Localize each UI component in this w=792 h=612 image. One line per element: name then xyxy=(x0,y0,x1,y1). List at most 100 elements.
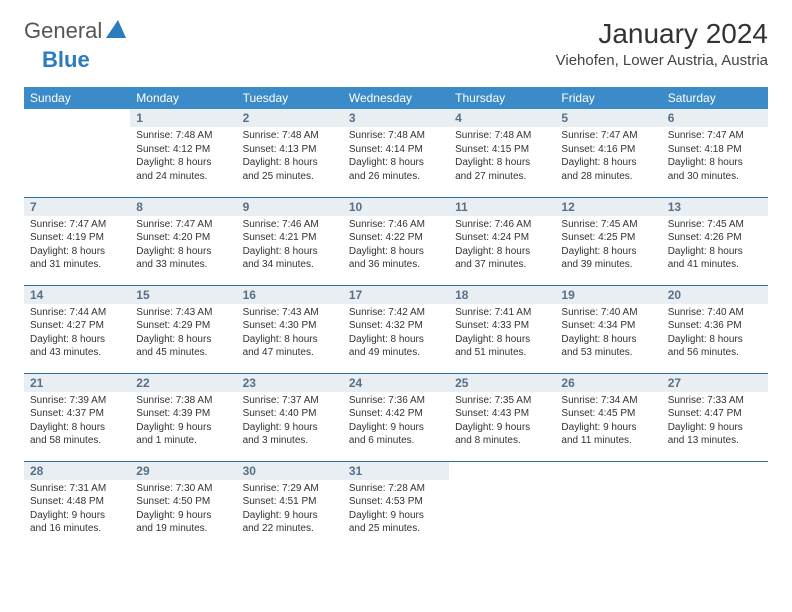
sunrise-text: Sunrise: 7:45 AM xyxy=(561,218,655,232)
sunrise-text: Sunrise: 7:28 AM xyxy=(349,482,443,496)
day-details: Sunrise: 7:43 AMSunset: 4:30 PMDaylight:… xyxy=(243,306,337,360)
day-details: Sunrise: 7:36 AMSunset: 4:42 PMDaylight:… xyxy=(349,394,443,448)
sunrise-text: Sunrise: 7:34 AM xyxy=(561,394,655,408)
sunrise-text: Sunrise: 7:47 AM xyxy=(668,129,762,143)
sunset-text: Sunset: 4:26 PM xyxy=(668,231,762,245)
day-details: Sunrise: 7:40 AMSunset: 4:36 PMDaylight:… xyxy=(668,306,762,360)
day-details: Sunrise: 7:47 AMSunset: 4:16 PMDaylight:… xyxy=(561,129,655,183)
daylight-text: Daylight: 9 hours and 22 minutes. xyxy=(243,509,337,536)
sunset-text: Sunset: 4:21 PM xyxy=(243,231,337,245)
weekday-header: Wednesday xyxy=(343,87,449,109)
day-number: 16 xyxy=(237,286,343,304)
calendar-day-cell: 5Sunrise: 7:47 AMSunset: 4:16 PMDaylight… xyxy=(555,109,661,197)
sunrise-text: Sunrise: 7:41 AM xyxy=(455,306,549,320)
daylight-text: Daylight: 9 hours and 1 minute. xyxy=(136,421,230,448)
weekday-header: Thursday xyxy=(449,87,555,109)
daylight-text: Daylight: 8 hours and 28 minutes. xyxy=(561,156,655,183)
daylight-text: Daylight: 8 hours and 24 minutes. xyxy=(136,156,230,183)
daylight-text: Daylight: 8 hours and 34 minutes. xyxy=(243,245,337,272)
sunset-text: Sunset: 4:33 PM xyxy=(455,319,549,333)
sunrise-text: Sunrise: 7:37 AM xyxy=(243,394,337,408)
daylight-text: Daylight: 9 hours and 8 minutes. xyxy=(455,421,549,448)
calendar-day-cell xyxy=(24,109,130,197)
day-details: Sunrise: 7:48 AMSunset: 4:13 PMDaylight:… xyxy=(243,129,337,183)
sunset-text: Sunset: 4:16 PM xyxy=(561,143,655,157)
calendar-day-cell: 4Sunrise: 7:48 AMSunset: 4:15 PMDaylight… xyxy=(449,109,555,197)
weekday-header: Monday xyxy=(130,87,236,109)
day-number: 18 xyxy=(449,286,555,304)
sunset-text: Sunset: 4:48 PM xyxy=(30,495,124,509)
sunrise-text: Sunrise: 7:42 AM xyxy=(349,306,443,320)
sunrise-text: Sunrise: 7:48 AM xyxy=(136,129,230,143)
calendar-day-cell: 3Sunrise: 7:48 AMSunset: 4:14 PMDaylight… xyxy=(343,109,449,197)
daylight-text: Daylight: 8 hours and 27 minutes. xyxy=(455,156,549,183)
daylight-text: Daylight: 8 hours and 47 minutes. xyxy=(243,333,337,360)
day-details: Sunrise: 7:45 AMSunset: 4:25 PMDaylight:… xyxy=(561,218,655,272)
day-details: Sunrise: 7:48 AMSunset: 4:12 PMDaylight:… xyxy=(136,129,230,183)
day-details: Sunrise: 7:45 AMSunset: 4:26 PMDaylight:… xyxy=(668,218,762,272)
day-number: 1 xyxy=(130,109,236,127)
day-details: Sunrise: 7:34 AMSunset: 4:45 PMDaylight:… xyxy=(561,394,655,448)
day-number: 12 xyxy=(555,198,661,216)
sunset-text: Sunset: 4:51 PM xyxy=(243,495,337,509)
day-details: Sunrise: 7:44 AMSunset: 4:27 PMDaylight:… xyxy=(30,306,124,360)
day-number: 26 xyxy=(555,374,661,392)
daylight-text: Daylight: 9 hours and 13 minutes. xyxy=(668,421,762,448)
calendar-day-cell: 7Sunrise: 7:47 AMSunset: 4:19 PMDaylight… xyxy=(24,197,130,285)
calendar-day-cell: 18 Sunrise: 7:41 AMSunset: 4:33 PMDayligh… xyxy=(449,285,555,373)
sunrise-text: Sunrise: 7:44 AM xyxy=(30,306,124,320)
sunrise-text: Sunrise: 7:46 AM xyxy=(243,218,337,232)
calendar-week-row: 21Sunrise: 7:39 AMSunset: 4:37 PMDayligh… xyxy=(24,373,768,461)
day-details: Sunrise: 7:47 AMSunset: 4:18 PMDaylight:… xyxy=(668,129,762,183)
day-details: Sunrise: 7:46 AMSunset: 4:21 PMDaylight:… xyxy=(243,218,337,272)
sunrise-text: Sunrise: 7:43 AM xyxy=(243,306,337,320)
calendar-day-cell: 11Sunrise: 7:46 AMSunset: 4:24 PMDayligh… xyxy=(449,197,555,285)
day-details: Sunrise: 7:41 AMSunset: 4:33 PMDaylight:… xyxy=(455,306,549,360)
sunrise-text: Sunrise: 7:36 AM xyxy=(349,394,443,408)
day-number: 20 xyxy=(662,286,768,304)
sunrise-text: Sunrise: 7:40 AM xyxy=(668,306,762,320)
calendar-day-cell: 16 Sunrise: 7:43 AMSunset: 4:30 PMDayligh… xyxy=(237,285,343,373)
day-number: 14 xyxy=(24,286,130,304)
day-details: Sunrise: 7:42 AMSunset: 4:32 PMDaylight:… xyxy=(349,306,443,360)
day-details: Sunrise: 7:43 AMSunset: 4:29 PMDaylight:… xyxy=(136,306,230,360)
sunrise-text: Sunrise: 7:30 AM xyxy=(136,482,230,496)
calendar-day-cell: 2 Sunrise: 7:48 AMSunset: 4:13 PMDaylight… xyxy=(237,109,343,197)
day-number: 2 xyxy=(237,109,343,127)
sunrise-text: Sunrise: 7:43 AM xyxy=(136,306,230,320)
sunset-text: Sunset: 4:37 PM xyxy=(30,407,124,421)
calendar-day-cell: 15Sunrise: 7:43 AMSunset: 4:29 PMDayligh… xyxy=(130,285,236,373)
daylight-text: Daylight: 9 hours and 11 minutes. xyxy=(561,421,655,448)
sunset-text: Sunset: 4:29 PM xyxy=(136,319,230,333)
weekday-header: Friday xyxy=(555,87,661,109)
daylight-text: Daylight: 9 hours and 3 minutes. xyxy=(243,421,337,448)
calendar-week-row: 7Sunrise: 7:47 AMSunset: 4:19 PMDaylight… xyxy=(24,197,768,285)
day-number: 10 xyxy=(343,198,449,216)
day-number: 22 xyxy=(130,374,236,392)
sunset-text: Sunset: 4:19 PM xyxy=(30,231,124,245)
day-details: Sunrise: 7:47 AMSunset: 4:20 PMDaylight:… xyxy=(136,218,230,272)
day-number: 31 xyxy=(343,462,449,480)
day-details: Sunrise: 7:28 AMSunset: 4:53 PMDaylight:… xyxy=(349,482,443,536)
sail-icon xyxy=(106,20,126,43)
daylight-text: Daylight: 9 hours and 25 minutes. xyxy=(349,509,443,536)
calendar-day-cell: 20 Sunrise: 7:40 AMSunset: 4:36 PMDayligh… xyxy=(662,285,768,373)
calendar-day-cell: 31 Sunrise: 7:28 AMSunset: 4:53 PMDayligh… xyxy=(343,461,449,549)
day-number: 28 xyxy=(24,462,130,480)
daylight-text: Daylight: 9 hours and 19 minutes. xyxy=(136,509,230,536)
sunrise-text: Sunrise: 7:48 AM xyxy=(349,129,443,143)
day-details: Sunrise: 7:39 AMSunset: 4:37 PMDaylight:… xyxy=(30,394,124,448)
calendar-body: 1 Sunrise: 7:48 AMSunset: 4:12 PMDaylight… xyxy=(24,109,768,549)
sunset-text: Sunset: 4:22 PM xyxy=(349,231,443,245)
calendar-day-cell: 8Sunrise: 7:47 AMSunset: 4:20 PMDaylight… xyxy=(130,197,236,285)
sunrise-text: Sunrise: 7:39 AM xyxy=(30,394,124,408)
location-subtitle: Viehofen, Lower Austria, Austria xyxy=(556,52,768,69)
sunset-text: Sunset: 4:24 PM xyxy=(455,231,549,245)
sunset-text: Sunset: 4:36 PM xyxy=(668,319,762,333)
calendar-week-row: 1 Sunrise: 7:48 AMSunset: 4:12 PMDaylight… xyxy=(24,109,768,197)
day-number: 24 xyxy=(343,374,449,392)
calendar-day-cell: 26 Sunrise: 7:34 AMSunset: 4:45 PMDayligh… xyxy=(555,373,661,461)
calendar-day-cell: 21Sunrise: 7:39 AMSunset: 4:37 PMDayligh… xyxy=(24,373,130,461)
calendar-week-row: 28Sunrise: 7:31 AMSunset: 4:48 PMDayligh… xyxy=(24,461,768,549)
daylight-text: Daylight: 8 hours and 31 minutes. xyxy=(30,245,124,272)
